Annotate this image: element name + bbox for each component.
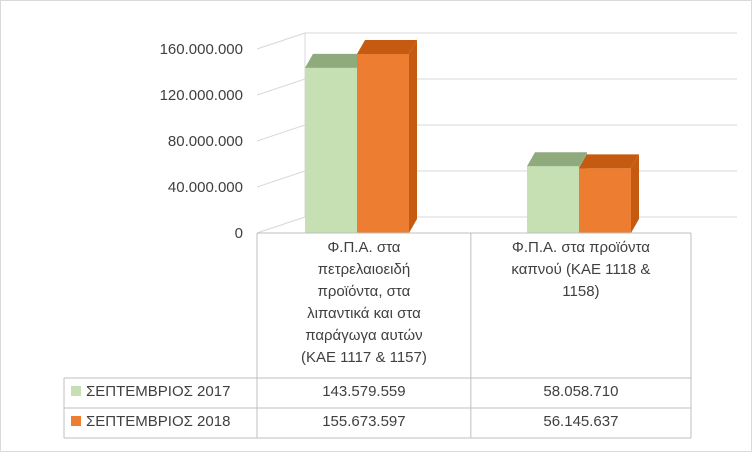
gridline — [256, 78, 306, 96]
data-value-label: 155.673.597 — [322, 413, 405, 430]
y-tick-label: 0 — [235, 225, 243, 242]
y-tick-label: 160.000.000 — [160, 41, 243, 58]
bar — [305, 67, 357, 233]
bar-top — [305, 53, 365, 68]
y-tick-label: 40.000.000 — [168, 179, 243, 196]
y-tick-label: 80.000.000 — [168, 133, 243, 150]
bar — [527, 166, 579, 233]
category-label: Φ.Π.Α. στα προϊόντα — [512, 239, 650, 256]
legend-key — [71, 416, 81, 426]
bar-top — [357, 39, 417, 54]
legend-key — [71, 386, 81, 396]
category-label: προϊόντα, στα — [318, 283, 411, 300]
category-label: λιπαντικά και στα — [307, 305, 421, 322]
series-name: ΣΕΠΤΕΜΒΡΙΟΣ 2018 — [86, 413, 230, 430]
series-name: ΣΕΠΤΕΜΒΡΙΟΣ 2017 — [86, 383, 230, 400]
bar-side — [409, 39, 417, 233]
category-label: 1158) — [562, 283, 599, 300]
category-label: παράγωγα αυτών — [305, 327, 422, 344]
bar-side — [631, 154, 639, 233]
bar — [579, 168, 631, 233]
category-label: Φ.Π.Α. στα — [327, 239, 400, 256]
data-value-label: 143.579.559 — [322, 383, 405, 400]
bar-top — [527, 152, 587, 167]
gridline — [256, 124, 306, 142]
gridline — [256, 32, 306, 50]
bar — [357, 53, 409, 233]
bar-top — [579, 154, 639, 169]
category-label: (ΚΑΕ 1117 & 1157) — [301, 349, 427, 366]
gridline — [256, 170, 306, 188]
data-value-label: 58.058.710 — [543, 383, 618, 400]
y-tick-label: 120.000.000 — [160, 87, 243, 104]
gridline — [256, 216, 306, 234]
category-label: πετρελαιοειδή — [318, 261, 411, 278]
category-label: καπνού (ΚΑΕ 1118 & — [511, 261, 650, 278]
data-value-label: 56.145.637 — [543, 413, 618, 430]
